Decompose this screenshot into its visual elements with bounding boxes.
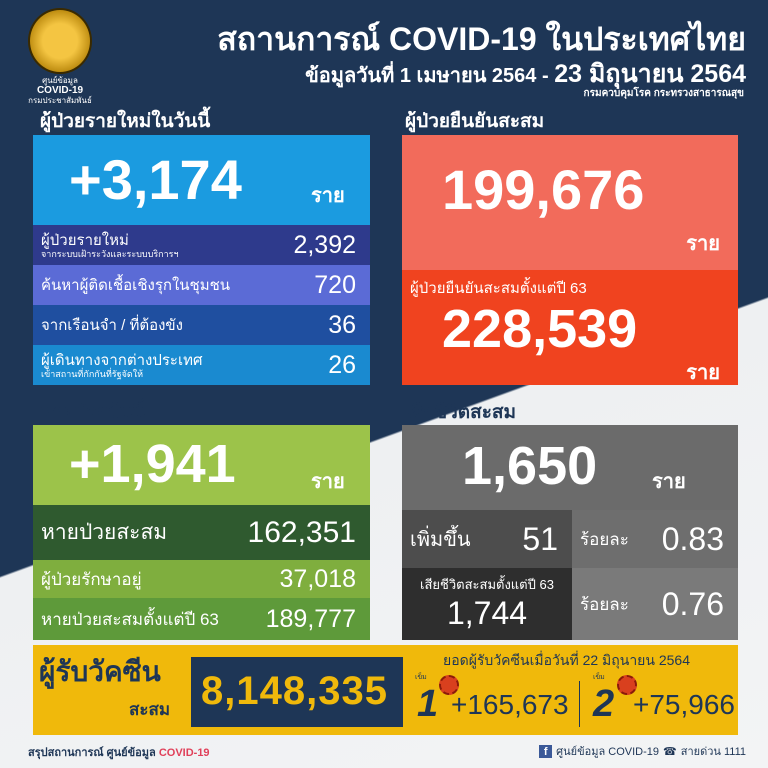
recovered-row: ผู้ป่วยรักษาอยู่ 37,018 [33, 560, 370, 598]
recovered-total: +1,941 [69, 434, 236, 494]
new-cases-row: จากเรือนจำ / ที่ต้องขัง 36 [33, 305, 370, 345]
date-end: 23 มิถุนายน 2564 [554, 60, 746, 88]
row-label: ผู้ป่วยรักษาอยู่ [41, 569, 142, 589]
deaths-increase: เพิ่มขึ้น 51 [402, 510, 572, 568]
row-value: 37,018 [279, 564, 356, 593]
unit: ราย [686, 362, 720, 384]
phone-icon: ☎ [663, 745, 677, 758]
dose-tag: เข็ม [593, 674, 605, 681]
syringe-virus-icon [439, 675, 459, 695]
row-value: 189,777 [265, 604, 356, 633]
row-label: ผู้ป่วยรายใหม่ [41, 231, 129, 249]
unit: ราย [652, 471, 686, 493]
government-seal-logo [28, 8, 92, 74]
deaths-since-label: เสียชีวิตสะสมตั้งแต่ปี 63 [420, 577, 554, 592]
unit: ราย [686, 233, 720, 255]
vaccine-label: ผู้รับวัคซีน [39, 656, 161, 687]
row-label: ค้นหาผู้ติดเชื้อเชิงรุกในชุมชน [41, 276, 231, 294]
date-start: ข้อมูลวันที่ 1 เมษายน 2564 - [305, 65, 549, 87]
dose2-value: +75,966 [633, 689, 735, 720]
deaths-heading: เสียชีวิตสะสม [405, 402, 517, 423]
deaths-total-box: 1,650 ราย [402, 425, 738, 510]
confirmed-total: 199,676 [442, 158, 645, 221]
row-sublabel: จากระบบเฝ้าระวังและระบบบริการฯ [41, 248, 179, 259]
vaccine-total: 8,148,335 [201, 669, 388, 713]
footer-highlight: COVID-19 [158, 747, 210, 759]
deaths-since: เสียชีวิตสะสมตั้งแต่ปี 63 1,744 [402, 568, 572, 640]
dose1-value: +165,673 [451, 689, 569, 720]
recovered-total-box: +1,941 ราย [33, 425, 370, 505]
new-cases-heading: ผู้ป่วยรายใหม่ในวันนี้ [40, 111, 211, 132]
vaccine-date-label: ยอดผู้รับวัคซีนเมื่อวันที่ 22 มิถุนายน 2… [443, 652, 690, 668]
row-sublabel: เข้าสถานที่กักกันที่รัฐจัดให้ [41, 368, 144, 379]
deaths-since-value: 1,744 [446, 595, 528, 631]
facebook-page[interactable]: ศูนย์ข้อมูล COVID-19 [556, 746, 660, 758]
dose-tag: เข็ม [415, 674, 427, 681]
unit: ราย [311, 471, 345, 493]
row-label: จากเรือนจำ / ที่ต้องขัง [41, 316, 183, 334]
row-label: ร้อยละ [580, 529, 629, 549]
confirmed-heading: ผู้ป่วยยืนยันสะสม [405, 111, 545, 132]
footer-contacts: f ศูนย์ข้อมูล COVID-19 ☎ สายด่วน 1111 [539, 742, 746, 760]
row-label: หายป่วยสะสม [41, 521, 168, 544]
unit: ราย [311, 185, 345, 207]
row-value: 162,351 [247, 515, 356, 549]
logo-line: กรมประชาสัมพันธ์ [28, 96, 92, 105]
divider [579, 681, 580, 727]
new-cases-total: +3,174 [69, 148, 242, 211]
row-value: 0.76 [661, 585, 724, 622]
new-cases-row: ผู้ป่วยรายใหม่ จากระบบเฝ้าระวังและระบบบริ… [33, 225, 370, 265]
row-value: 720 [314, 270, 356, 299]
date-range: ข้อมูลวันที่ 1 เมษายน 2564 - 23 มิถุนายน… [305, 54, 746, 94]
recovered-heading: หายป่วยวันนี้ [40, 402, 145, 423]
hotline: สายด่วน 1111 [680, 746, 746, 758]
vaccine-total-box [191, 657, 403, 727]
department: กรมควบคุมโรค กระทรวงสาธารณสุข [583, 88, 744, 99]
page-title: สถานการณ์ COVID-19 ในประเทศไทย [217, 21, 746, 57]
logo-line: ศูนย์ข้อมูล [42, 76, 78, 85]
vaccine-band: ผู้รับวัคซีน สะสม 8,148,335 ยอดผู้รับวัค… [33, 645, 738, 735]
recovered-row: หายป่วยสะสม 162,351 [33, 505, 370, 560]
deaths-pct: ร้อยละ 0.83 [572, 510, 738, 568]
confirmed-total-box: 199,676 ราย [402, 135, 738, 270]
syringe-virus-icon [617, 675, 637, 695]
footer-source: สรุปสถานการณ์ ศูนย์ข้อมูล COVID-19 [28, 743, 210, 761]
new-cases-row: ค้นหาผู้ติดเชื้อเชิงรุกในชุมชน 720 [33, 265, 370, 305]
row-value: 2,392 [293, 230, 356, 259]
facebook-icon: f [539, 744, 553, 758]
new-cases-row: ผู้เดินทางจากต่างประเทศ เข้าสถานที่กักกัน… [33, 345, 370, 385]
row-value: 26 [328, 350, 356, 379]
row-value: 0.83 [661, 520, 724, 557]
dose2-number: 2 [593, 683, 615, 725]
dose1-number: 1 [417, 683, 439, 725]
new-cases-total-box: +3,174 ราย [33, 135, 370, 225]
vaccine-sublabel: สะสม [129, 700, 171, 719]
footer-text: สรุปสถานการณ์ ศูนย์ข้อมูล [28, 747, 156, 759]
row-label: ร้อยละ [580, 594, 629, 614]
row-label: ผู้เดินทางจากต่างประเทศ [41, 351, 203, 369]
deaths-total: 1,650 [462, 436, 598, 496]
confirmed-since-box: ผู้ป่วยยืนยันสะสมตั้งแต่ปี 63 228,539 รา… [402, 270, 738, 385]
recovered-row: หายป่วยสะสมตั้งแต่ปี 63 189,777 [33, 598, 370, 640]
row-label: หายป่วยสะสมตั้งแต่ปี 63 [41, 609, 219, 629]
row-value: 36 [328, 310, 356, 339]
row-value: 51 [522, 520, 558, 557]
logo-line: COVID-19 [36, 85, 84, 96]
logo-text: ศูนย์ข้อมูล COVID-19 กรมประชาสัมพันธ์ [20, 76, 100, 106]
row-label: เพิ่มขึ้น [410, 529, 471, 551]
deaths-since-pct: ร้อยละ 0.76 [572, 568, 738, 640]
confirmed-since-total: 228,539 [442, 299, 638, 359]
confirmed-since-label: ผู้ป่วยยืนยันสะสมตั้งแต่ปี 63 [410, 280, 587, 297]
